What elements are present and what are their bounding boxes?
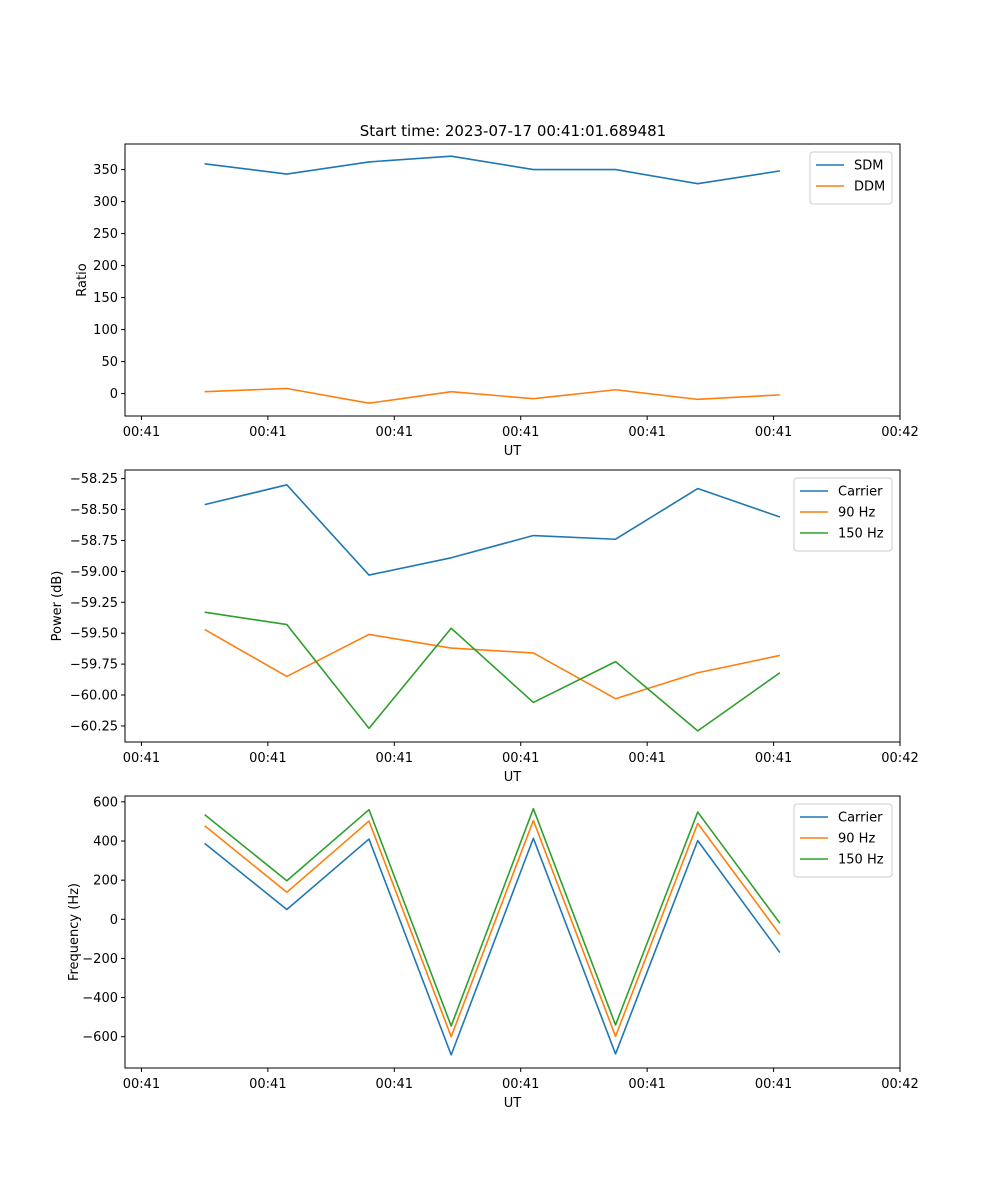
y-tick-label: 200 xyxy=(93,259,118,274)
x-tick-label: 00:41 xyxy=(123,1077,160,1092)
legend-label: SDM xyxy=(854,159,883,174)
y-tick-label: −60.25 xyxy=(70,719,118,734)
y-tick-label: −59.75 xyxy=(70,658,118,673)
x-tick-label: 00:42 xyxy=(881,1077,918,1092)
y-tick-label: 150 xyxy=(93,291,118,306)
legend-label: 90 Hz xyxy=(838,506,875,521)
x-tick-label: 00:41 xyxy=(628,425,665,440)
y-tick-label: 400 xyxy=(93,835,118,850)
axes-frame xyxy=(124,795,901,1069)
y-tick-label: 0 xyxy=(110,913,118,928)
legend-label: 150 Hz xyxy=(838,853,884,868)
y-tick-label: −58.50 xyxy=(70,503,118,518)
x-tick-label: 00:41 xyxy=(502,425,539,440)
y-tick-label: −59.00 xyxy=(70,565,118,580)
series-line-90-hz xyxy=(204,628,781,700)
axes-frame xyxy=(124,143,901,417)
y-tick-label: −200 xyxy=(82,952,118,967)
y-axis-label: Power (dB) xyxy=(50,571,65,642)
y-tick-label: 100 xyxy=(93,323,118,338)
x-tick-label: 00:41 xyxy=(755,751,792,766)
x-tick-label: 00:41 xyxy=(376,425,413,440)
legend: SDM DDM xyxy=(809,151,893,205)
legend: Carrier 90 Hz 150 Hz xyxy=(793,477,893,552)
x-tick-label: 00:41 xyxy=(249,1077,286,1092)
chart-panel-3: 00:41 00:41 00:41 00:41 00:41 00:41 00:42 UT 600… xyxy=(67,795,919,1111)
y-tick-label: 250 xyxy=(93,227,118,242)
series-line-90-hz xyxy=(204,819,781,1038)
x-tick-label: 00:41 xyxy=(123,425,160,440)
x-tick-label: 00:41 xyxy=(628,1077,665,1092)
y-tick-label: −400 xyxy=(82,991,118,1006)
y-tick-label: −59.50 xyxy=(70,627,118,642)
x-tick-label: 00:41 xyxy=(755,1077,792,1092)
x-tick-label: 00:41 xyxy=(628,751,665,766)
series-line-150-hz xyxy=(204,807,781,1027)
y-tick-label: 350 xyxy=(93,163,118,178)
x-tick-label: 00:41 xyxy=(376,1077,413,1092)
y-tick-label: −60.00 xyxy=(70,689,118,704)
y-tick-label: 600 xyxy=(93,795,118,810)
axes-frame xyxy=(124,469,901,743)
legend-label: Carrier xyxy=(838,811,883,826)
legend-label: DDM xyxy=(854,180,885,195)
y-tick-label: 300 xyxy=(93,195,118,210)
series-line-sdm xyxy=(204,155,781,185)
x-tick-label: 00:41 xyxy=(249,425,286,440)
x-axis-label: UT xyxy=(504,1096,522,1111)
y-axis-label: Ratio xyxy=(75,263,90,296)
y-tick-label: −600 xyxy=(82,1030,118,1045)
figure-title: Start time: 2023-07-17 00:41:01.689481 xyxy=(360,122,666,140)
legend-label: 150 Hz xyxy=(838,527,884,542)
x-tick-label: 00:41 xyxy=(502,751,539,766)
y-tick-label: 50 xyxy=(101,355,118,370)
legend: Carrier 90 Hz 150 Hz xyxy=(793,803,893,878)
y-axis-label: Frequency (Hz) xyxy=(67,883,82,981)
chart-panel-1: 00:41 00:41 00:41 00:41 00:41 00:41 00:42 UT 0 50… xyxy=(75,143,919,459)
x-tick-label: 00:41 xyxy=(123,751,160,766)
y-tick-label: 200 xyxy=(93,874,118,889)
y-tick-label: −59.25 xyxy=(70,596,118,611)
x-tick-label: 00:42 xyxy=(881,751,918,766)
x-tick-label: 00:41 xyxy=(249,751,286,766)
x-axis-label: UT xyxy=(504,770,522,785)
x-axis-label: UT xyxy=(504,444,522,459)
series-line-carrier xyxy=(204,484,781,576)
chart-panel-2: 00:41 00:41 00:41 00:41 00:41 00:41 00:42 UT −58… xyxy=(50,469,919,785)
legend-label: 90 Hz xyxy=(838,832,875,847)
x-tick-label: 00:41 xyxy=(502,1077,539,1092)
x-tick-label: 00:42 xyxy=(881,425,918,440)
series-line-150-hz xyxy=(204,611,781,732)
legend-label: Carrier xyxy=(838,485,883,500)
y-tick-label: −58.25 xyxy=(70,472,118,487)
x-tick-label: 00:41 xyxy=(376,751,413,766)
series-line-carrier xyxy=(204,837,781,1056)
x-tick-label: 00:41 xyxy=(755,425,792,440)
series-line-ddm xyxy=(204,387,780,405)
y-tick-label: −58.75 xyxy=(70,534,118,549)
y-tick-label: 0 xyxy=(110,387,118,402)
